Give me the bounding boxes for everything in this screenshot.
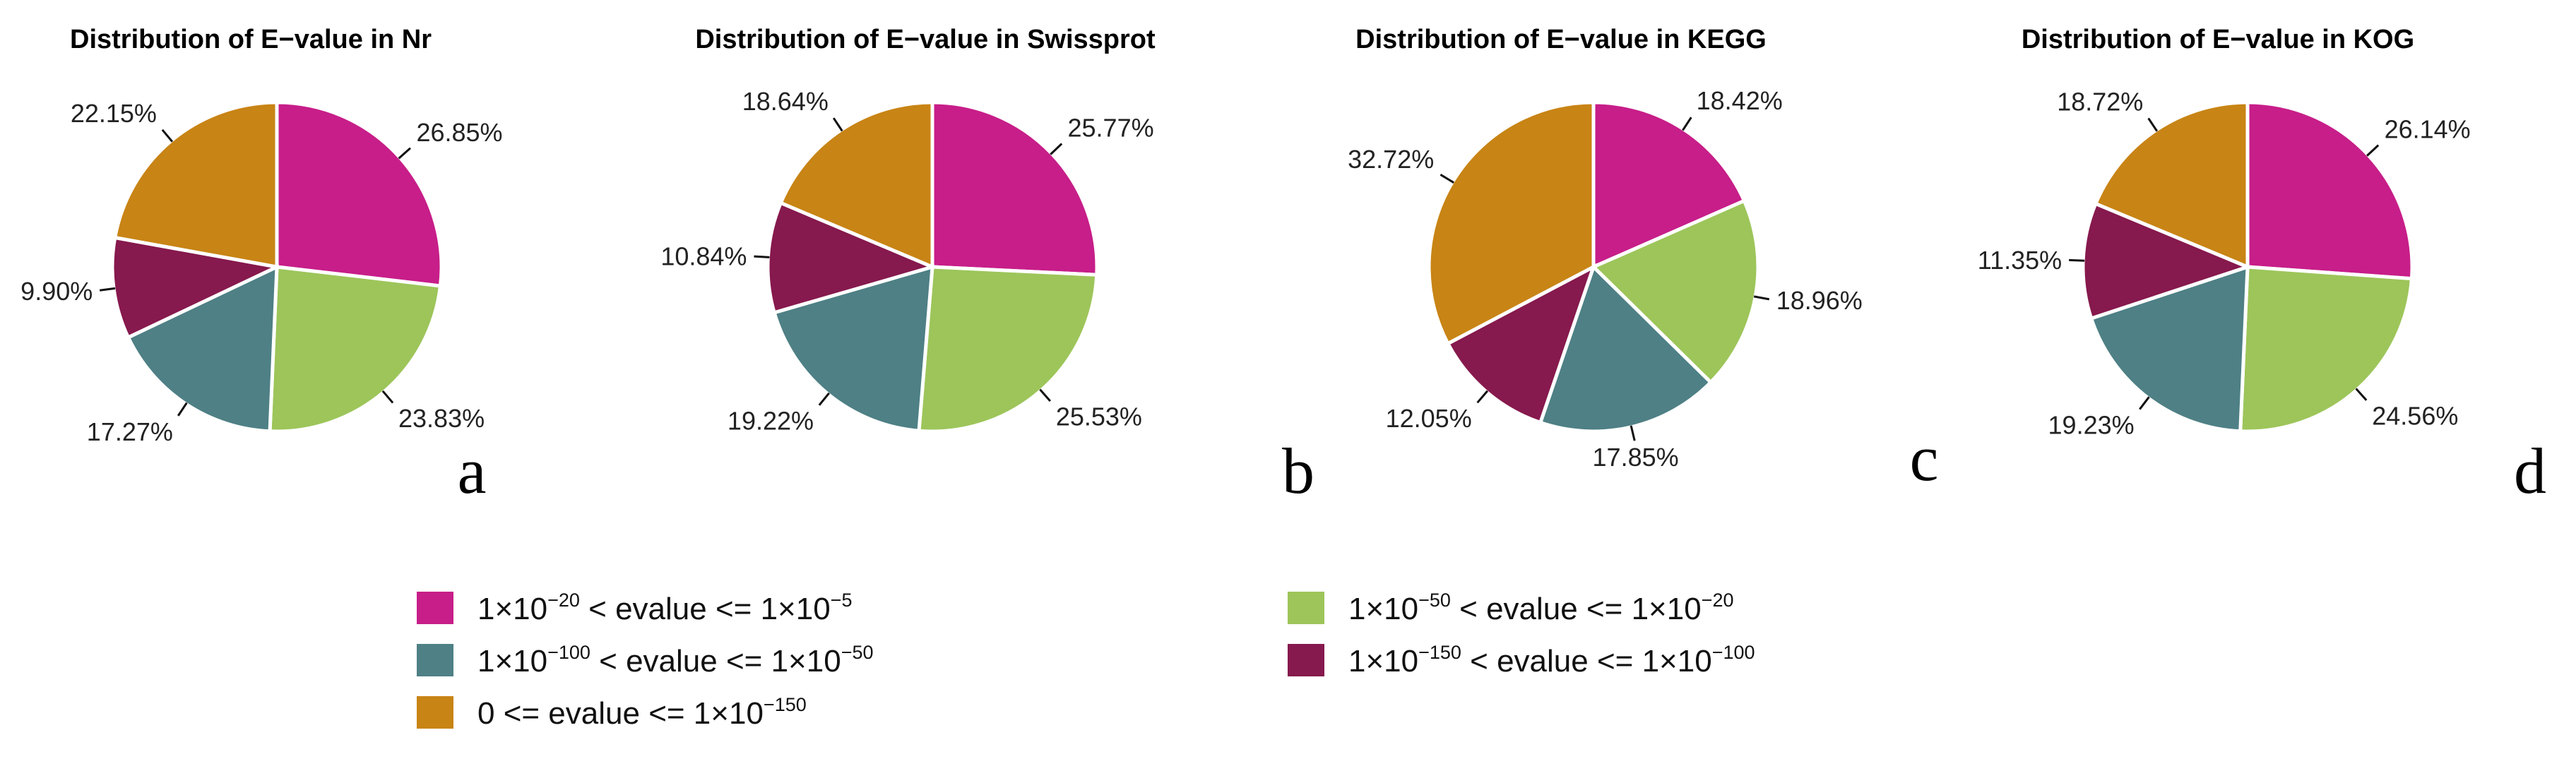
leader-line [177, 402, 188, 417]
legend-label: 0 <= evalue <= 1×10−150 [477, 694, 807, 731]
slice-percent-label: 17.85% [1593, 443, 1679, 472]
slice-percent-label: 12.05% [1386, 404, 1472, 433]
pie-chart-b: Distribution of E−value in Swissprot 25.7… [660, 25, 1314, 507]
legend-item-s2: 1×10−50 < evalue <= 1×10−20 [1288, 590, 1733, 626]
legend: 1×10−20 < evalue <= 1×10−5 1×10−50 < eval… [417, 590, 1755, 731]
slice-percent-label: 18.96% [1776, 286, 1863, 315]
slice-percent-label: 9.90% [20, 277, 93, 306]
leader-line [1753, 295, 1770, 301]
legend-item-s4: 1×10−150 < evalue <= 1×10−100 [1288, 642, 1755, 679]
legend-label: 1×10−150 < evalue <= 1×10−100 [1348, 642, 1755, 679]
slice-percent-label: 26.14% [2385, 115, 2471, 144]
leader-line [1682, 116, 1692, 131]
slice-percent-label: 17.27% [87, 417, 173, 446]
leader-line [2366, 144, 2380, 157]
pie-chart-a: Distribution of E−value in Nr 26.85% 23.83… [20, 25, 502, 507]
chart-title: Distribution of E−value in KOG [2022, 25, 2414, 54]
chart-title: Distribution of E−value in Nr [70, 25, 432, 54]
leader-line [2139, 396, 2150, 410]
leader-line [398, 147, 411, 160]
slice-percent-label: 32.72% [1348, 145, 1434, 174]
leader-line [161, 128, 174, 143]
panel-label: d [2514, 435, 2546, 507]
legend-label: 1×10−100 < evalue <= 1×10−50 [477, 642, 874, 679]
legend-swatch [1288, 592, 1324, 624]
leader-line [2069, 258, 2085, 262]
leader-line [754, 255, 770, 258]
slice-percent-label: 25.53% [1056, 402, 1142, 431]
slice-percent-label: 24.56% [2372, 401, 2458, 430]
leader-line [381, 390, 394, 404]
chart-title: Distribution of E−value in Swissprot [695, 25, 1156, 54]
slice-percent-label: 25.77% [1068, 113, 1154, 142]
leader-line [1476, 390, 1489, 404]
panel-label: b [1282, 435, 1314, 507]
leader-line [1440, 174, 1454, 184]
legend-swatch [1288, 644, 1324, 676]
slice-percent-label: 19.22% [728, 406, 814, 435]
legend-swatch [417, 592, 453, 624]
leader-line [1039, 388, 1052, 402]
leader-line [818, 392, 830, 406]
legend-label: 1×10−50 < evalue <= 1×10−20 [1348, 590, 1733, 626]
leader-line [832, 117, 843, 132]
pie-chart-d: Distribution of E−value in KOG 26.14% 24.5… [1978, 25, 2546, 507]
leader-line [100, 287, 116, 292]
slice-percent-label: 19.23% [2048, 410, 2135, 439]
leader-line [2355, 388, 2368, 401]
legend-label: 1×10−20 < evalue <= 1×10−5 [477, 590, 852, 626]
legend-item-s1: 1×10−20 < evalue <= 1×10−5 [417, 590, 852, 626]
slice-percent-label: 23.83% [398, 404, 485, 433]
leader-line [1630, 425, 1636, 441]
panel-label: c [1910, 422, 1939, 494]
slice-percent-label: 26.85% [416, 118, 502, 147]
slice-percent-label: 18.42% [1697, 86, 1783, 115]
slice-percent-label: 18.72% [2057, 88, 2143, 116]
leader-line [1050, 143, 1063, 155]
slice-percent-label: 11.35% [1978, 246, 2062, 275]
legend-item-s5: 0 <= evalue <= 1×10−150 [417, 694, 807, 731]
leader-line [2147, 117, 2159, 132]
legend-swatch [417, 644, 453, 676]
panel-label: a [458, 435, 487, 507]
pie-chart-c: Distribution of E−value in KEGG 18.42% 18.… [1348, 25, 1938, 494]
legend-item-s3: 1×10−100 < evalue <= 1×10−50 [417, 642, 874, 679]
legend-swatch [417, 696, 453, 729]
chart-title: Distribution of E−value in KEGG [1355, 25, 1767, 54]
slice-percent-label: 18.64% [742, 87, 829, 116]
slice-percent-label: 10.84% [660, 242, 747, 271]
slice-percent-label: 22.15% [71, 99, 157, 128]
